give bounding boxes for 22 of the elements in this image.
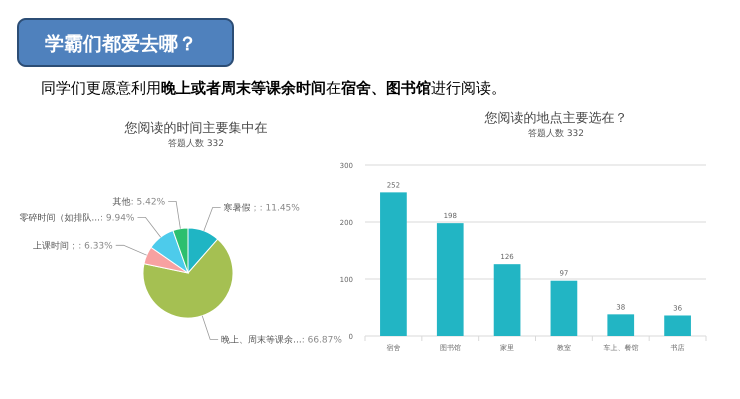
slice-label: 晚上、周末等课余... (221, 334, 302, 346)
slice-label: 其他 (112, 196, 131, 208)
text: 同学们更愿意利用晚上或者周末等课余时间在宿舍、图书馆进行阅读。 (41, 79, 506, 97)
data-label: ；: 11.45% (250, 203, 300, 214)
bar (380, 192, 407, 336)
text: 学霸们都爱去哪？ (45, 33, 197, 55)
data-label: : 9.94% (100, 213, 135, 224)
chart-subtitle: 答题人数 332 (528, 128, 584, 139)
bar (494, 264, 520, 336)
chart-subtitle: 答题人数 332 (168, 138, 224, 149)
slice-label: 上课时间 (33, 240, 70, 252)
slice-label: 寒暑假 (224, 202, 251, 214)
data-label: : 5.42% (130, 197, 166, 208)
data-label: ；: 6.33% (69, 241, 114, 252)
bar (436, 223, 464, 336)
bar (550, 280, 578, 336)
chart-title: 您阅读的时间主要集中在 (124, 120, 268, 136)
chart-title: 您阅读的地点主要选在？ (484, 110, 628, 126)
slice-label: 零碎时间（如排队... (19, 212, 100, 224)
bar (664, 315, 691, 336)
bar (607, 314, 634, 336)
data-label: : 66.87% (302, 335, 342, 346)
